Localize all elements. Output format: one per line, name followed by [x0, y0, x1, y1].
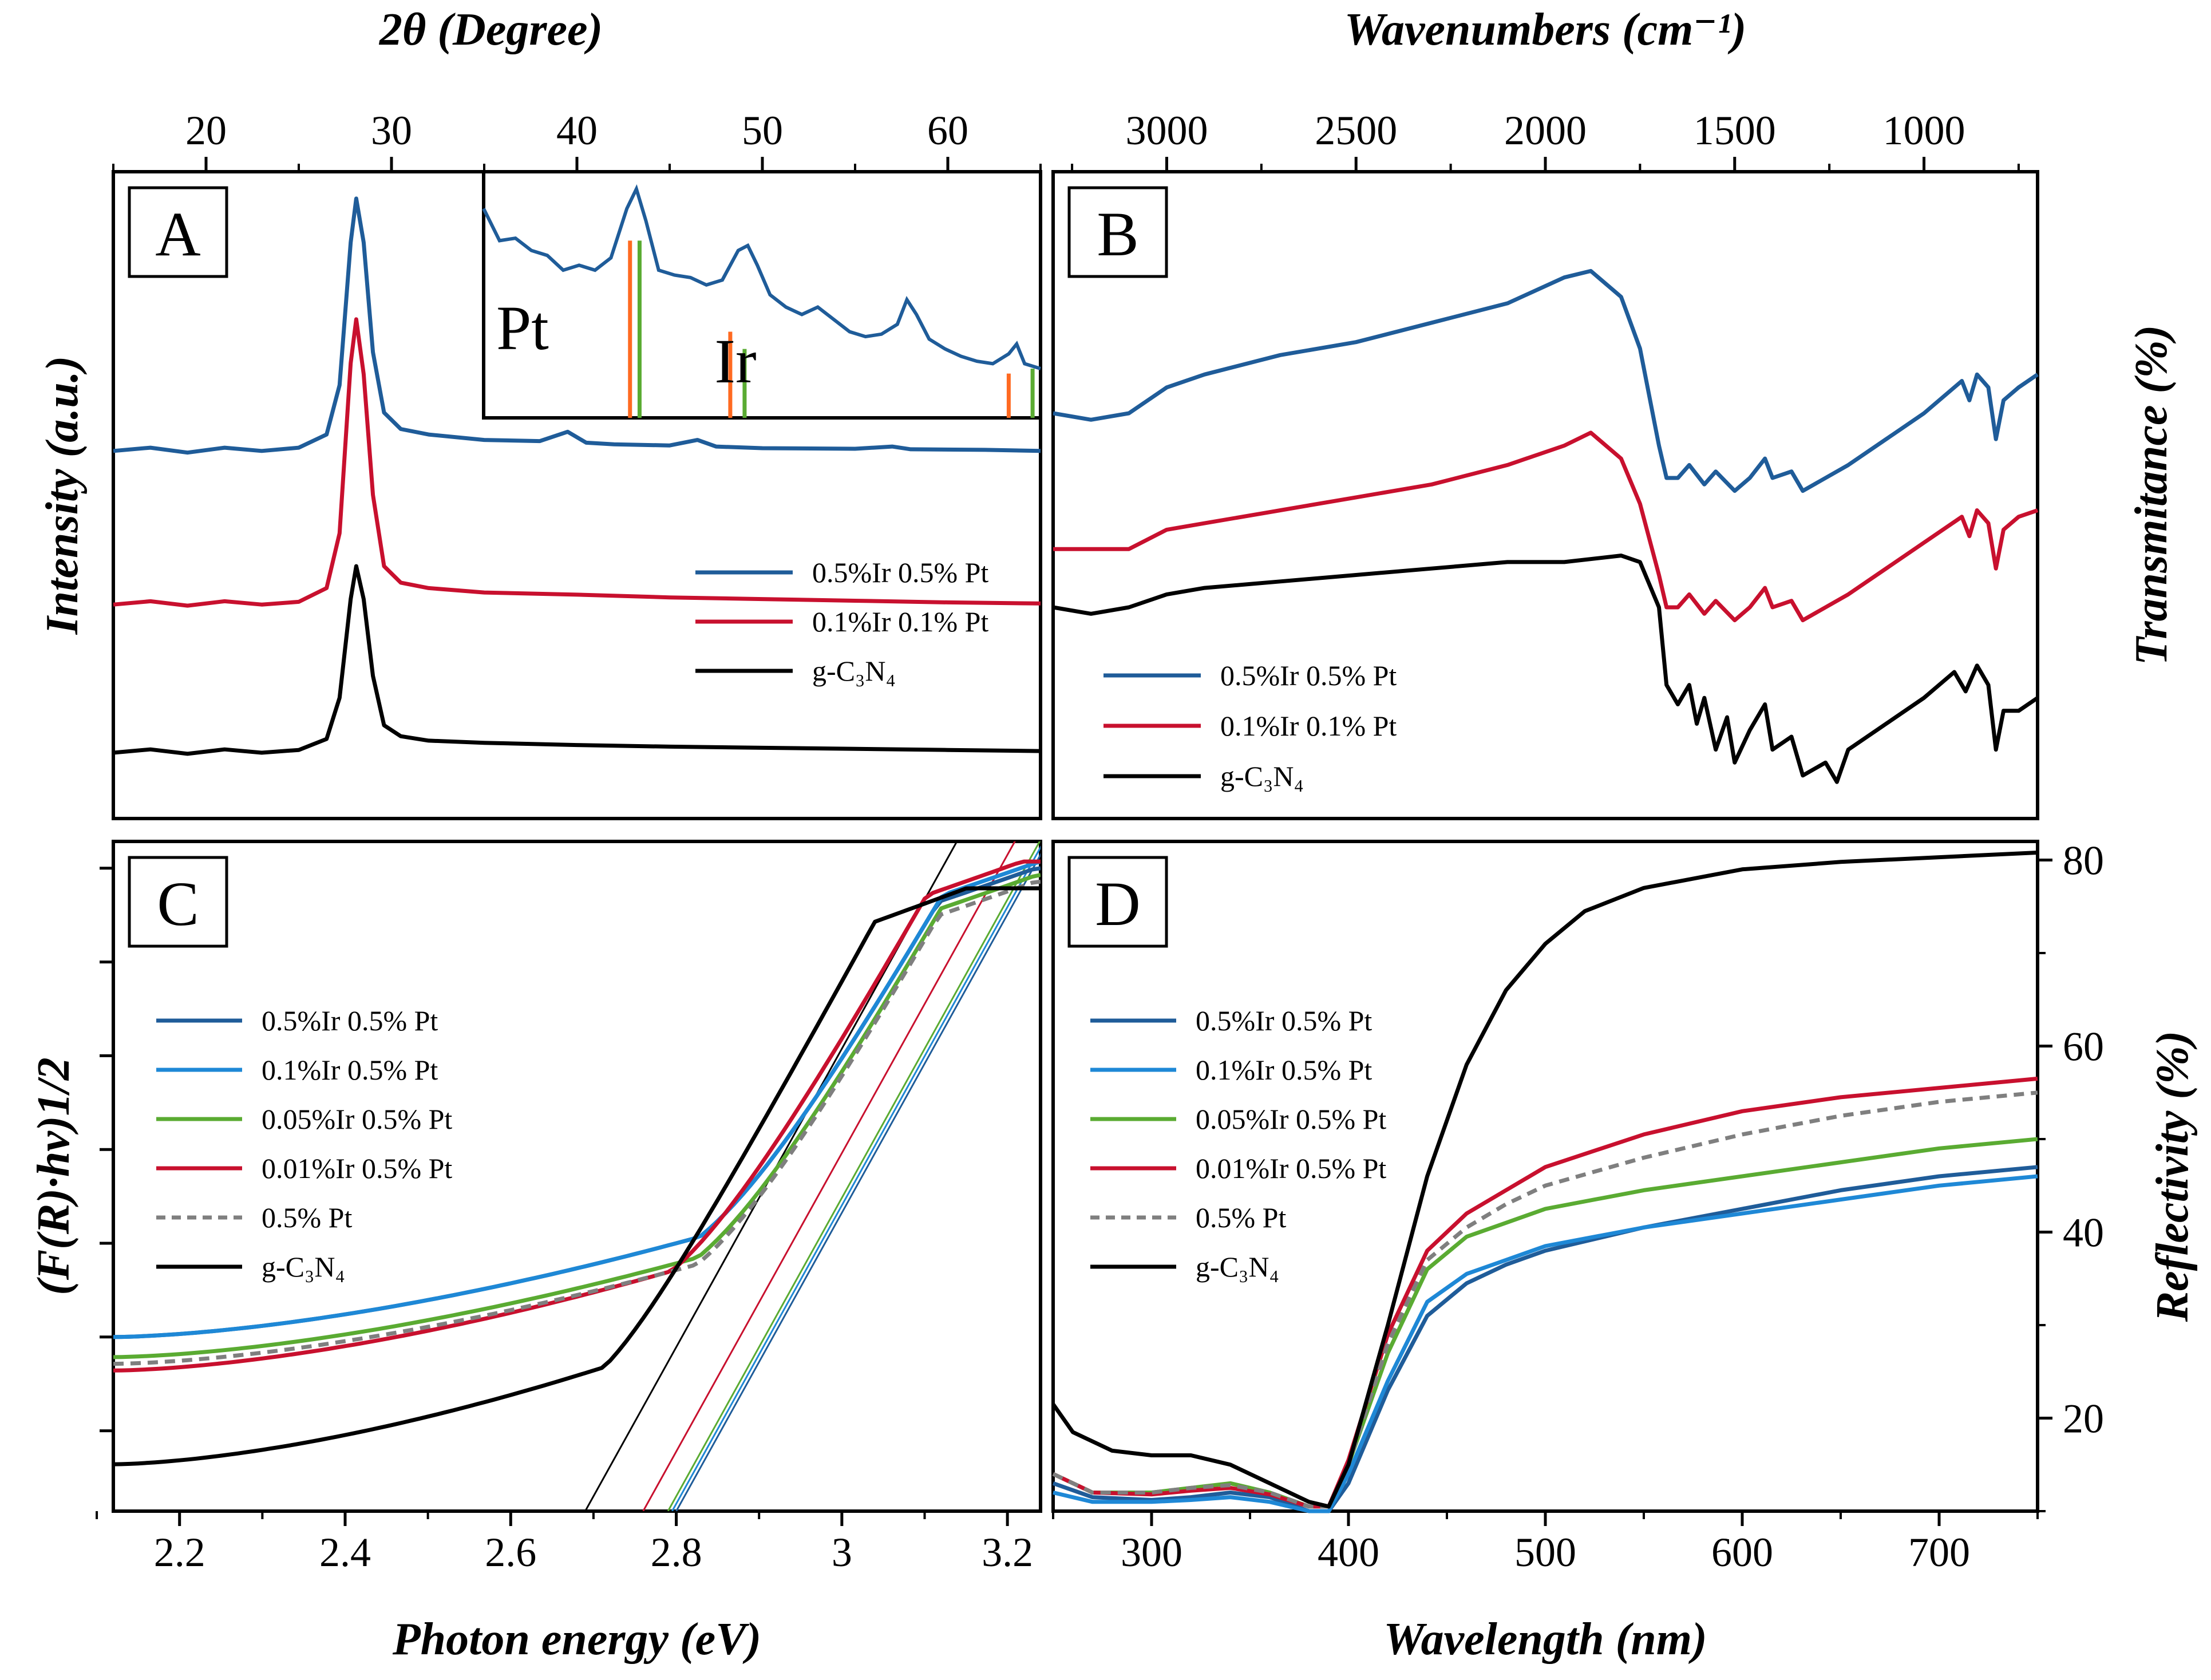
- series-line: [113, 564, 1041, 756]
- series-line: [113, 317, 1041, 608]
- x-axis-title: Wavenumbers (cm⁻¹): [1344, 5, 1746, 55]
- inset: Pt Ir: [482, 170, 1042, 420]
- series-line: [1052, 1076, 2038, 1509]
- x-tick-label: 3000: [1125, 108, 1208, 153]
- panel-c-plot-area: [113, 841, 1041, 1511]
- legend-label: g-C₃N₄: [1220, 760, 1304, 792]
- y-axis-title: Intensity (a.u.): [37, 356, 88, 635]
- x-axis-title: Wavelength (nm): [1383, 1614, 1707, 1665]
- tangent-line: [584, 841, 958, 1511]
- y-tick-label: 60: [2063, 1024, 2104, 1070]
- x-tick-label: 400: [1318, 1529, 1379, 1575]
- panel-label-box: [1067, 856, 1168, 948]
- legend-label: g-C₃N₄: [262, 1251, 345, 1283]
- y-tick-label: 40: [2063, 1210, 2104, 1256]
- panel-label: B: [1097, 199, 1138, 269]
- x-tick-label: 30: [371, 108, 412, 153]
- series-line: [1051, 851, 2038, 1509]
- series-line: [1053, 430, 2039, 623]
- series-line: [1052, 1090, 2038, 1509]
- x-tick-label: 500: [1514, 1529, 1576, 1575]
- panel-b-ftir: 3000 2500 2000 1500 1000 Wavenumbers (cm⁻¹) Tr…: [1051, 5, 2177, 820]
- legend-label: 0.5% Pt: [262, 1201, 352, 1234]
- inset-series-line: [482, 184, 1041, 370]
- panel-label-box: [1067, 186, 1168, 278]
- series-line: [113, 886, 1041, 1466]
- legend-label: 0.5%Ir 0.5% Pt: [1220, 659, 1397, 691]
- x-axis-title: Photon energy (eV): [392, 1614, 761, 1665]
- x-tick-label: 60: [927, 108, 968, 153]
- x-tick-label: 3.2: [982, 1529, 1033, 1575]
- legend-label: g-C₃N₄: [1196, 1251, 1279, 1283]
- x-tick-label: 1500: [1694, 108, 1776, 153]
- legend-label: 0.01%Ir 0.5% Pt: [262, 1152, 452, 1184]
- series-line: [113, 196, 1041, 455]
- x-tick-label: 600: [1711, 1529, 1773, 1575]
- x-tick-label: 3: [832, 1529, 852, 1575]
- panel-label: A: [155, 199, 200, 269]
- series-line: [113, 873, 1041, 1359]
- y-axis-title: Reflectivity (%): [2147, 1031, 2198, 1323]
- legend-label: 0.1%Ir 0.1% Pt: [812, 606, 988, 638]
- panel-label-box: [128, 186, 228, 278]
- inset-frame: [482, 170, 1042, 420]
- y-axis-title: Transmitance (%): [2126, 325, 2177, 666]
- x-tick-label: 2.4: [319, 1529, 371, 1575]
- y-axis-title: (F(R)·hv)1/2: [29, 1057, 79, 1295]
- x-tick-label: 1000: [1883, 108, 1965, 153]
- panel-label: C: [157, 869, 199, 939]
- x-tick-label: 300: [1121, 1529, 1182, 1575]
- x-tick-label: 700: [1908, 1529, 1970, 1575]
- pt-label: Pt: [496, 293, 549, 363]
- panel-label: D: [1095, 869, 1140, 939]
- legend-label: 0.5%Ir 0.5% Pt: [262, 1005, 438, 1037]
- x-tick-label: 40: [556, 108, 598, 153]
- panel-a-xrd: 20 30 40 50 60 2θ (Degree) Intensity (a.u.) A Pt…: [37, 5, 1042, 820]
- y-tick-label: 20: [2063, 1396, 2104, 1442]
- panel-label-box: [128, 856, 228, 948]
- series-line: [113, 879, 1041, 1366]
- panel-c-frame: [112, 840, 1042, 1513]
- series-line: [1053, 554, 2039, 784]
- x-tick-label: 2.2: [154, 1529, 205, 1575]
- x-tick-label: 2.6: [485, 1529, 536, 1575]
- x-tick-label: 20: [185, 108, 227, 153]
- panel-c-tauc: 2.2 2.4 2.6 2.8 3 3.2 Photon energy (eV) (F(R)·…: [29, 840, 1042, 1665]
- tangent-line: [642, 841, 1016, 1511]
- legend-label: 0.01%Ir 0.5% Pt: [1196, 1152, 1386, 1184]
- legend-label: 0.05%Ir 0.5% Pt: [262, 1103, 452, 1135]
- legend-label: 0.1%Ir 0.1% Pt: [1220, 710, 1397, 742]
- x-tick-label: 2.8: [651, 1529, 702, 1575]
- tangent-line: [675, 853, 1041, 1511]
- x-axis-title: 2θ (Degree): [379, 5, 603, 55]
- series-line: [113, 859, 1041, 1339]
- legend-label: g-C₃N₄: [812, 655, 896, 687]
- legend-label: 0.5%Ir 0.5% Pt: [1196, 1005, 1372, 1037]
- legend-label: 0.05%Ir 0.5% Pt: [1196, 1103, 1386, 1135]
- legend-label: 0.5% Pt: [1196, 1201, 1286, 1234]
- x-tick-label: 50: [742, 108, 783, 153]
- ir-label: Ir: [714, 326, 756, 396]
- y-tick-label: 80: [2063, 838, 2104, 884]
- series-line: [1053, 1174, 2038, 1513]
- tangent-line: [667, 841, 1041, 1511]
- legend-label: 0.5%Ir 0.5% Pt: [812, 556, 988, 588]
- x-tick-label: 2500: [1315, 108, 1397, 153]
- panel-d-reflectance: 300 400 500 600 700 20 40 60 80 Wavelength (nm) Re…: [1051, 838, 2198, 1665]
- series-line: [1053, 268, 2039, 493]
- legend-label: 0.1%Ir 0.5% Pt: [1196, 1054, 1372, 1086]
- tangent-line: [671, 845, 1041, 1511]
- legend-label: 0.1%Ir 0.5% Pt: [262, 1054, 438, 1086]
- series-line: [1052, 1165, 2038, 1513]
- x-tick-label: 2000: [1504, 108, 1587, 153]
